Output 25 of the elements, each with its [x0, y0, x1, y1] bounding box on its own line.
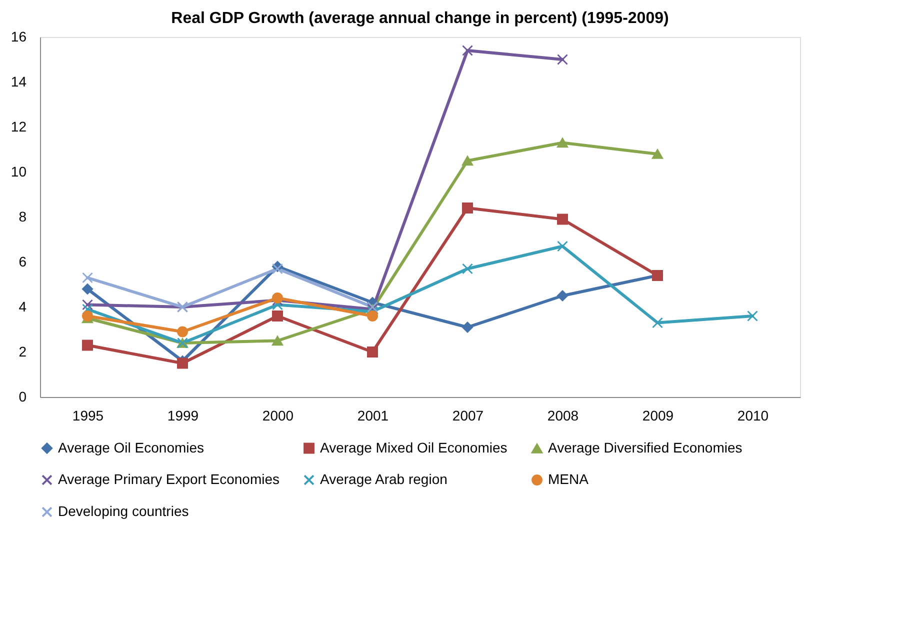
x-tick-label: 2000	[262, 408, 294, 424]
legend-label: Average Arab region	[320, 471, 448, 487]
legend-label: Average Oil Economies	[58, 439, 204, 456]
x-tick-label: 1999	[167, 408, 199, 424]
y-tick-label: 4	[18, 298, 27, 314]
x-tick-label: 2009	[642, 408, 674, 424]
x-tick-label: 2001	[357, 408, 389, 424]
legend-label: Average Primary Export Economies	[58, 471, 280, 487]
x-tick-label: 2008	[547, 408, 579, 424]
x-tick-label: 1995	[72, 408, 104, 424]
legend-label: Average Mixed Oil Economies	[320, 439, 508, 456]
chart-title: Real GDP Growth (average annual change in percent) (1995-2009)	[171, 10, 669, 27]
y-tick-label: 8	[18, 208, 27, 224]
x-tick-label: 2010	[737, 408, 769, 424]
legend-label: MENA	[548, 471, 590, 487]
legend-label: Developing countries	[58, 503, 189, 519]
y-tick-label: 2	[18, 344, 27, 360]
x-tick-label: 2007	[452, 408, 484, 424]
y-tick-label: 0	[18, 388, 27, 404]
legend-label: Average Diversified Economies	[548, 440, 742, 456]
y-tick-label: 16	[10, 28, 27, 44]
y-tick-label: 6	[18, 254, 27, 270]
y-tick-label: 12	[10, 118, 27, 134]
y-tick-label: 14	[10, 74, 27, 90]
y-tick-label: 10	[10, 164, 27, 180]
